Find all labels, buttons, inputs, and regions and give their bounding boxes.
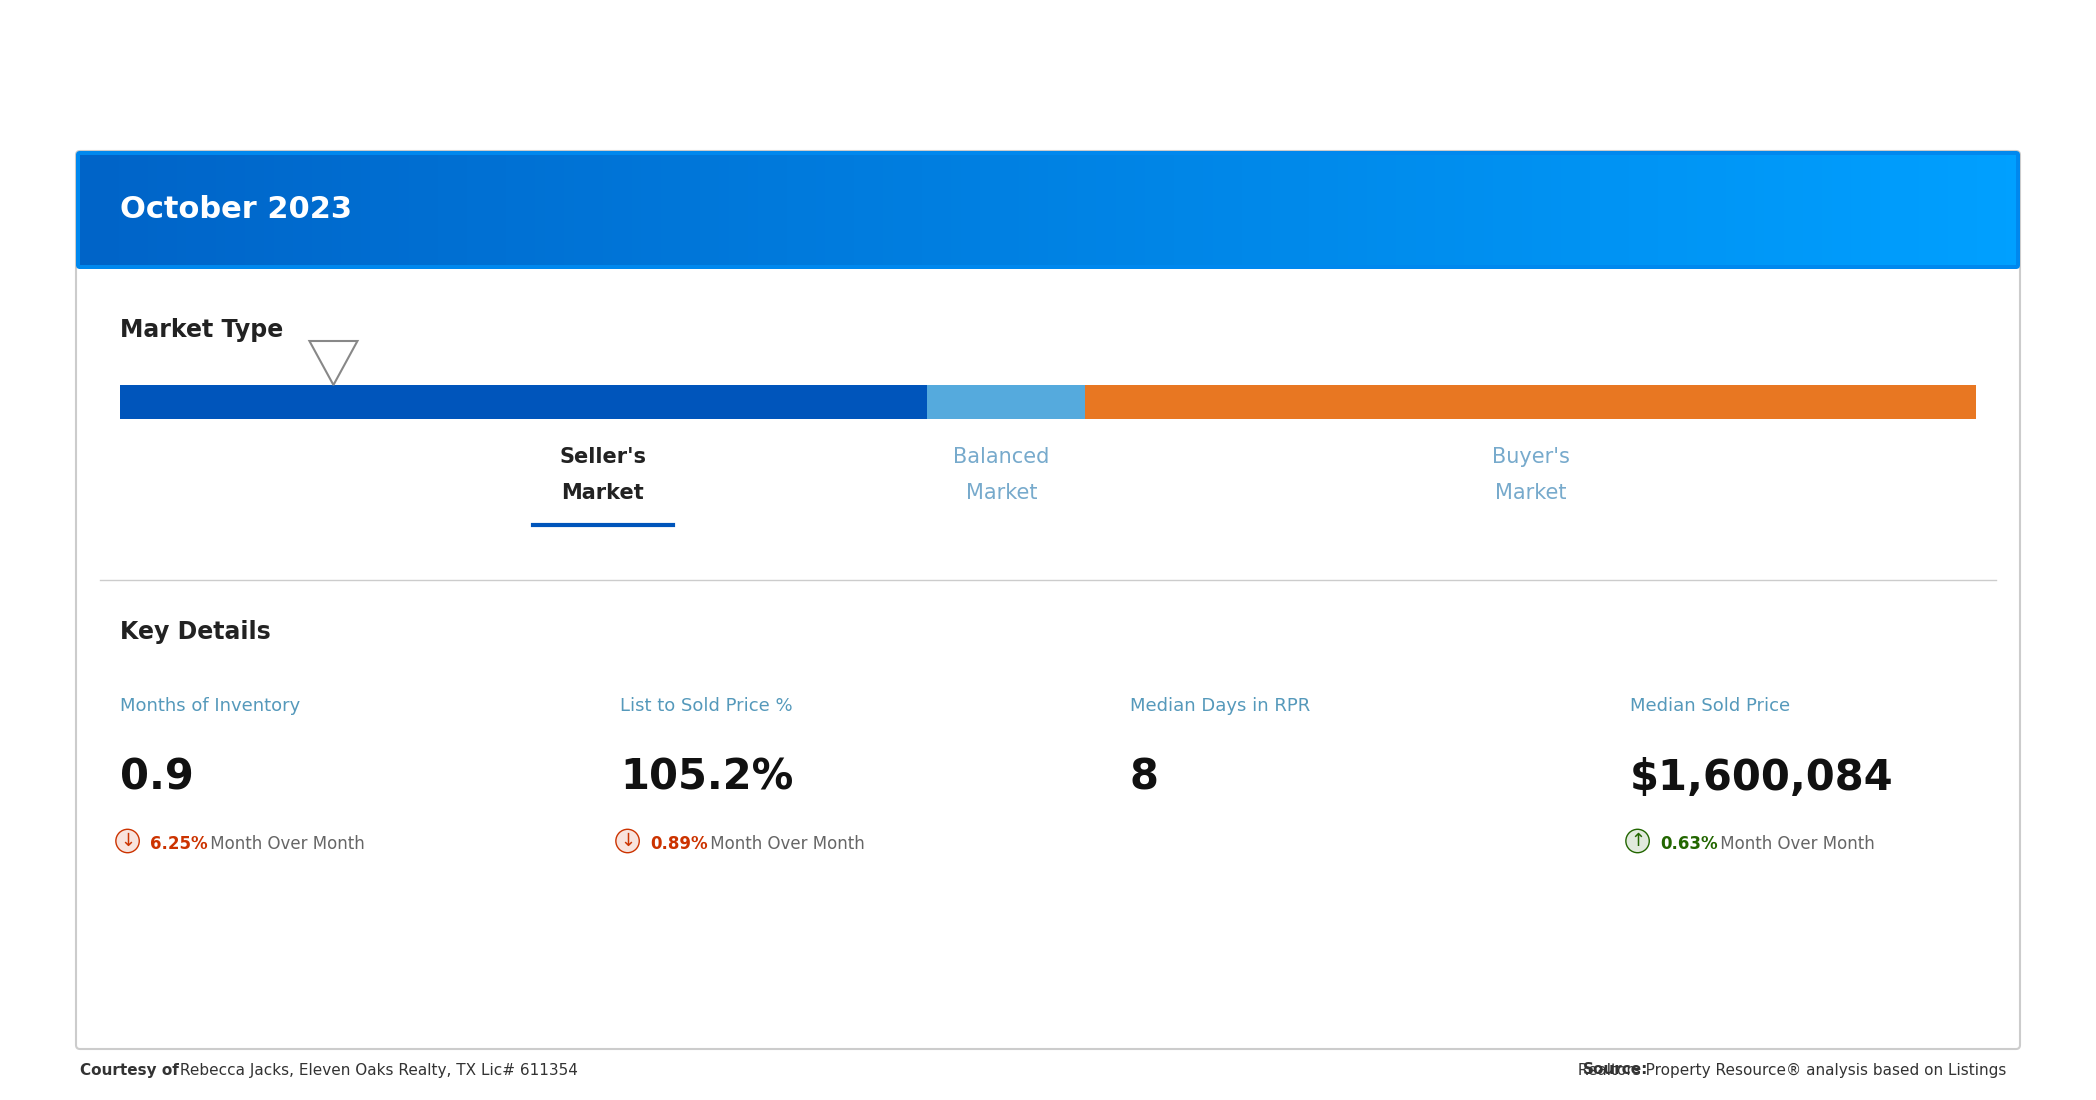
- Text: Month Over Month: Month Over Month: [704, 835, 866, 852]
- Text: Median Days in RPR: Median Days in RPR: [1130, 697, 1310, 715]
- Text: 105.2%: 105.2%: [620, 757, 794, 799]
- Text: Realtors Property Resource® analysis based on Listings: Realtors Property Resource® analysis bas…: [1572, 1063, 2006, 1078]
- Text: Market: Market: [1494, 483, 1566, 503]
- Text: 6.25%: 6.25%: [151, 835, 208, 852]
- Text: Month Over Month: Month Over Month: [205, 835, 365, 852]
- Text: 0.89%: 0.89%: [650, 835, 708, 852]
- Bar: [119, 385, 926, 419]
- Text: Balanced: Balanced: [954, 447, 1050, 468]
- Bar: [1086, 385, 1977, 419]
- Text: ↓: ↓: [119, 832, 134, 850]
- Text: Courtesy of: Courtesy of: [80, 1063, 178, 1078]
- FancyBboxPatch shape: [75, 151, 2021, 1049]
- Text: Months of Inventory: Months of Inventory: [119, 697, 300, 715]
- Text: ↓: ↓: [620, 832, 635, 850]
- Text: Market: Market: [966, 483, 1038, 503]
- Polygon shape: [310, 341, 358, 385]
- Text: Buyer's: Buyer's: [1492, 447, 1570, 468]
- Text: 0.63%: 0.63%: [1660, 835, 1717, 852]
- Text: ↑: ↑: [1631, 832, 1645, 850]
- Text: $1,600,084: $1,600,084: [1631, 757, 1893, 799]
- Text: Month Over Month: Month Over Month: [1715, 835, 1874, 852]
- Text: Rebecca Jacks, Eleven Oaks Realty, TX Lic# 611354: Rebecca Jacks, Eleven Oaks Realty, TX Li…: [174, 1063, 578, 1078]
- Text: Market: Market: [562, 483, 643, 503]
- Text: Key Details: Key Details: [119, 620, 270, 644]
- Text: Median Sold Price: Median Sold Price: [1631, 697, 1790, 715]
- Bar: [926, 385, 1086, 419]
- Text: 8: 8: [1130, 757, 1159, 799]
- Text: 0.9: 0.9: [119, 757, 193, 799]
- FancyBboxPatch shape: [75, 151, 2021, 270]
- Text: List to Sold Price %: List to Sold Price %: [620, 697, 792, 715]
- Text: Source:: Source:: [1582, 1063, 1647, 1078]
- Text: October 2023: October 2023: [119, 196, 352, 224]
- Text: Seller's: Seller's: [560, 447, 646, 468]
- Text: Market Type: Market Type: [119, 318, 283, 342]
